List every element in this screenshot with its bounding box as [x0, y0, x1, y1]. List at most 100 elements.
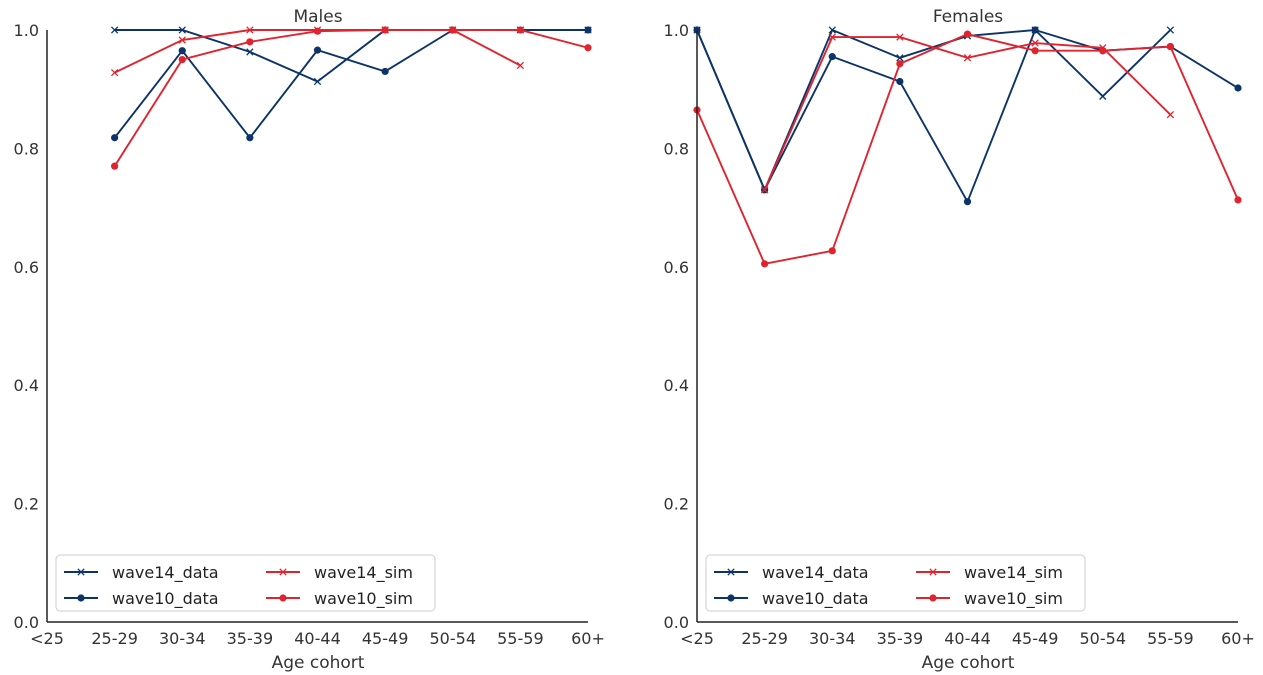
- data-point: [1099, 92, 1107, 100]
- data-point: [828, 26, 836, 34]
- data-point: [760, 186, 769, 194]
- panel-title: Males: [293, 7, 342, 27]
- panel-title: Females: [933, 7, 1003, 27]
- data-point: [1031, 47, 1039, 55]
- legend-item-wave10_data: wave10_data: [714, 589, 869, 609]
- y-tick-label: 0.4: [14, 376, 39, 395]
- x-tick-label: 60+: [571, 629, 605, 648]
- data-point: [896, 60, 904, 68]
- series-line: [113, 29, 589, 167]
- data-point: [516, 26, 524, 34]
- data-point: [896, 77, 904, 86]
- series-wave10_data: [111, 26, 592, 142]
- legend-item-wave14_sim: wave14_sim: [266, 563, 413, 583]
- series-wave14_data: [110, 26, 592, 86]
- data-point: [963, 54, 972, 62]
- data-point: [963, 30, 972, 38]
- x-tick-label: 40-44: [944, 629, 991, 648]
- y-tick-label: 0.2: [664, 495, 689, 514]
- legend: wave14_data wave10_data wave14_sim wave10_s…: [55, 554, 436, 612]
- legend-item-wave10_sim: wave10_sim: [266, 589, 413, 609]
- legend-marker: [727, 568, 735, 576]
- data-point: [246, 48, 254, 56]
- data-point: [111, 134, 119, 142]
- data-point: [761, 260, 769, 268]
- x-tick-label: <25: [680, 629, 714, 648]
- data-point: [1166, 42, 1174, 51]
- series-line: [696, 28, 1239, 204]
- x-tick-label: 55-59: [497, 629, 544, 648]
- legend-marker: [929, 568, 937, 576]
- y-tick-label: 0.2: [14, 495, 39, 514]
- data-point: [381, 67, 389, 76]
- series-wave14_sim: [760, 33, 1175, 194]
- data-point: [110, 26, 119, 34]
- legend-box: [705, 554, 1086, 612]
- data-point: [111, 162, 119, 170]
- data-point: [246, 26, 254, 34]
- x-tick-label: 60+: [1221, 629, 1255, 648]
- series-line: [763, 36, 1172, 191]
- data-point: [246, 134, 254, 142]
- x-tick-label: 50-54: [1080, 629, 1127, 648]
- legend-label: wave14_sim: [964, 563, 1063, 583]
- legend-item-wave10_data: wave10_data: [64, 589, 219, 609]
- data-point: [110, 68, 119, 77]
- data-point: [449, 26, 457, 34]
- legend-label: wave10_data: [762, 589, 869, 609]
- y-tick-label: 0.6: [14, 258, 39, 277]
- legend-item-wave14_data: wave14_data: [714, 563, 869, 583]
- legend-label: wave10_sim: [964, 589, 1063, 609]
- data-point: [1166, 110, 1175, 119]
- legend-label: wave14_data: [762, 563, 869, 583]
- panel-females: Females Age cohort 0.0 0.2 0.4 0.6 0.8 1.0 <25…: [664, 7, 1255, 673]
- panel-males: Males Age cohort 0.0 0.2 0.4 0.6 0.8 1.0 <25 25…: [14, 7, 605, 673]
- data-point: [381, 26, 389, 34]
- data-point: [178, 47, 186, 55]
- x-tick-label: 35-39: [227, 629, 274, 648]
- x-axis-label: Age cohort: [272, 653, 365, 673]
- series-wave10_sim: [111, 26, 592, 170]
- data-point: [584, 44, 592, 52]
- data-point: [1099, 47, 1107, 55]
- legend-item-wave14_sim: wave14_sim: [916, 563, 1063, 583]
- legend-label: wave10_data: [112, 589, 219, 609]
- data-point: [896, 54, 904, 62]
- y-tick-label: 0.4: [664, 376, 689, 395]
- series-wave10_data: [693, 26, 1242, 206]
- data-point: [246, 38, 254, 46]
- x-tick-label: 50-54: [430, 629, 477, 648]
- data-point: [1234, 84, 1242, 92]
- x-tick-label: 45-49: [362, 629, 409, 648]
- y-tick-label: 1.0: [664, 21, 689, 40]
- y-tick-label: 0.6: [664, 258, 689, 277]
- data-point: [178, 36, 186, 44]
- legend-marker: [77, 594, 85, 602]
- y-tick-label: 0.8: [14, 139, 39, 158]
- x-tick-label: 55-59: [1147, 629, 1194, 648]
- data-point: [313, 77, 322, 86]
- legend-label: wave14_data: [112, 563, 219, 583]
- data-point: [1234, 196, 1242, 204]
- legend-item-wave10_sim: wave10_sim: [916, 589, 1063, 609]
- x-tick-label: 45-49: [1012, 629, 1059, 648]
- legend-label: wave14_sim: [314, 563, 413, 583]
- y-tick-label: 0.8: [664, 139, 689, 158]
- legend: wave14_data wave10_data wave14_sim wave10_s…: [705, 554, 1086, 612]
- x-tick-label: 35-39: [877, 629, 924, 648]
- data-point: [178, 26, 186, 34]
- data-point: [828, 33, 836, 41]
- y-tick-label: 1.0: [14, 21, 39, 40]
- data-point: [828, 53, 836, 61]
- x-tick-label: <25: [30, 629, 64, 648]
- legend-box: [55, 554, 436, 612]
- x-tick-label: 30-34: [809, 629, 856, 648]
- x-tick-label: 30-34: [159, 629, 206, 648]
- data-point: [1031, 26, 1039, 34]
- legend-marker: [929, 594, 937, 602]
- y-tick-label: 0.0: [14, 613, 39, 632]
- x-tick-label: 40-44: [294, 629, 341, 648]
- y-tick-label: 0.0: [664, 613, 689, 632]
- data-point: [313, 46, 322, 54]
